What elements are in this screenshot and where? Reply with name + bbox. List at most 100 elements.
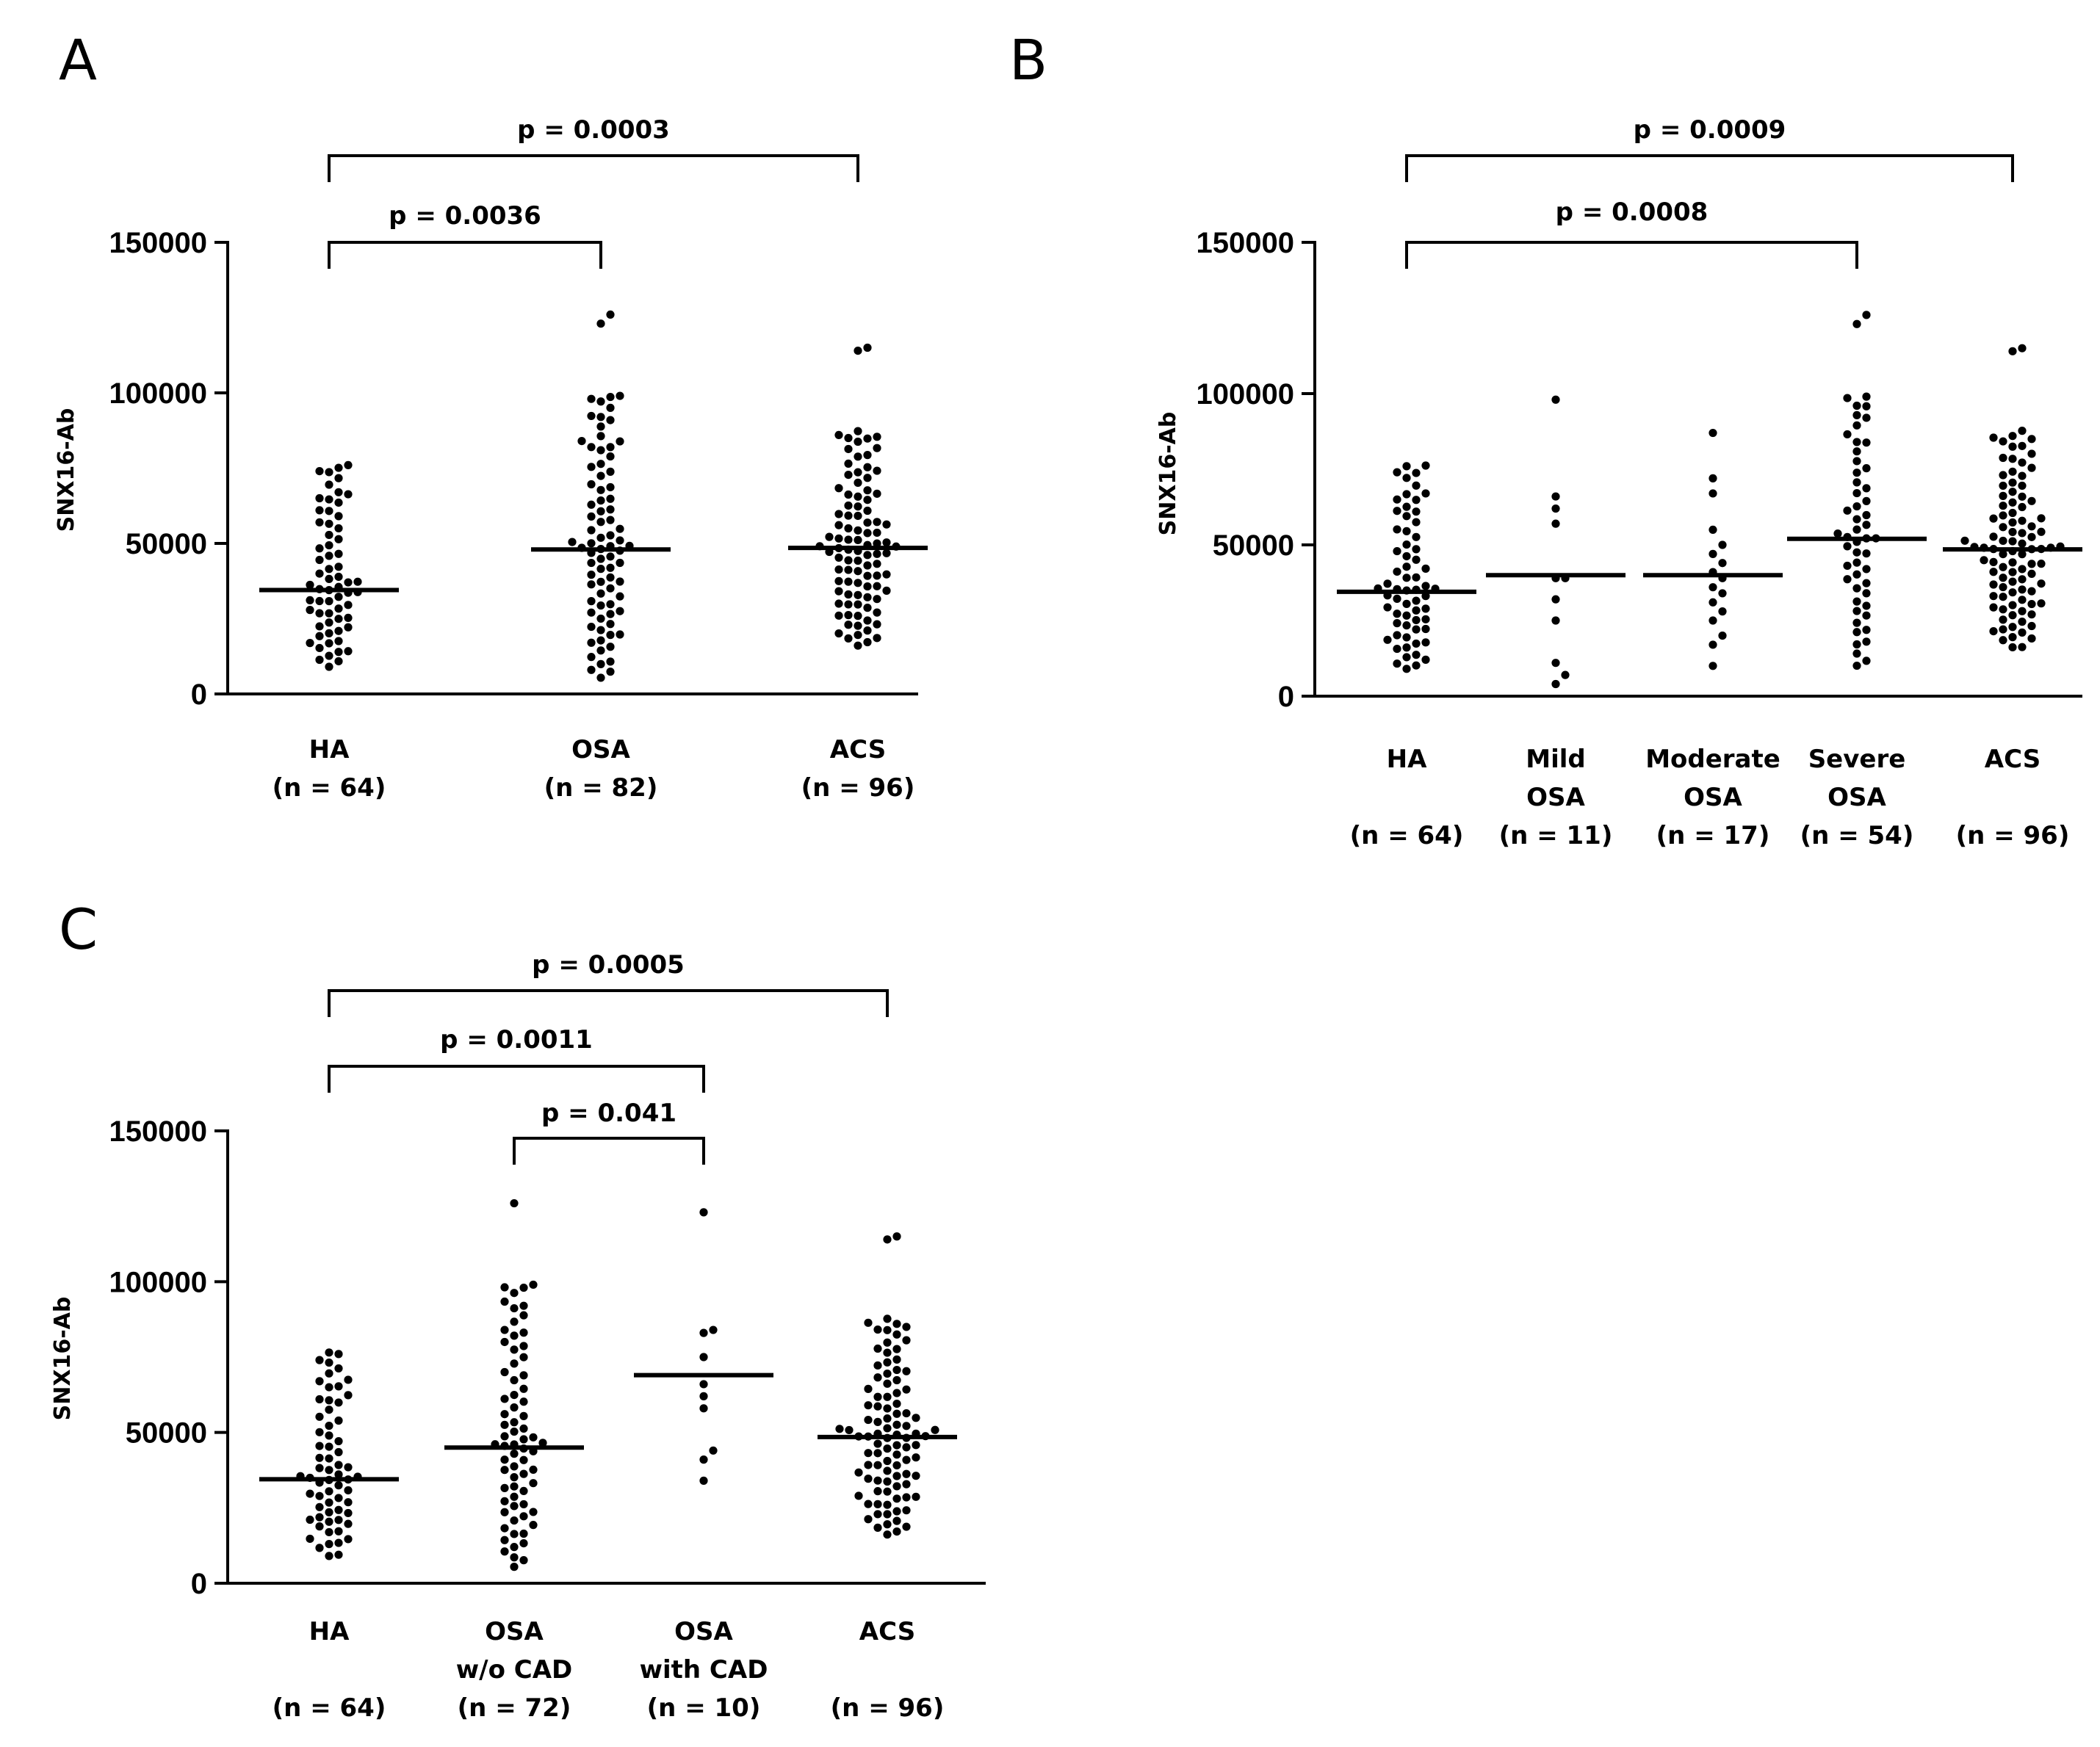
data-point	[2008, 623, 2017, 632]
group-label: Mild	[1526, 745, 1585, 774]
data-point	[315, 506, 324, 515]
data-point	[1421, 461, 1430, 470]
data-point	[2037, 527, 2046, 536]
data-point	[1999, 481, 2007, 491]
data-point	[1718, 607, 1727, 616]
data-point	[325, 609, 333, 618]
data-point	[1852, 319, 1861, 328]
data-point	[854, 1491, 863, 1500]
data-point	[883, 1379, 892, 1388]
data-point	[2018, 607, 2027, 615]
data-point	[325, 1442, 333, 1451]
data-point	[334, 657, 343, 666]
y-tick-label: 100000	[1197, 378, 1294, 410]
data-point	[306, 596, 314, 605]
data-point	[306, 639, 314, 648]
data-point	[616, 577, 624, 586]
data-point	[325, 1358, 333, 1367]
data-point	[2027, 449, 2036, 458]
data-point	[854, 567, 862, 576]
group-label: (n = 64)	[1350, 821, 1464, 850]
p-value-label: p = 0.0003	[517, 115, 670, 145]
data-point	[1989, 433, 1998, 442]
data-point	[529, 1433, 538, 1442]
data-point	[2008, 601, 2017, 610]
data-point	[2018, 628, 2027, 637]
data-point	[883, 1369, 892, 1378]
data-point	[344, 1463, 353, 1472]
data-point	[912, 1414, 920, 1422]
data-point	[902, 1422, 911, 1430]
data-point	[519, 1455, 528, 1464]
data-point	[334, 1505, 343, 1514]
data-point	[1551, 395, 1560, 404]
data-point	[344, 1508, 353, 1518]
data-point	[902, 1367, 911, 1375]
data-point	[873, 1487, 882, 1496]
panel-letter-c: C	[59, 897, 98, 962]
data-point	[902, 1385, 911, 1394]
data-point	[1852, 640, 1861, 649]
data-point	[845, 1425, 854, 1435]
data-point	[587, 394, 596, 403]
data-point	[1708, 525, 1717, 535]
data-point	[606, 657, 615, 666]
data-point	[892, 1355, 901, 1364]
data-point	[315, 493, 324, 503]
data-point	[1412, 596, 1421, 605]
data-point	[315, 569, 324, 578]
data-point	[892, 1450, 901, 1459]
data-point	[863, 604, 872, 612]
data-point	[1412, 606, 1421, 615]
data-point	[892, 1409, 901, 1418]
data-point	[1551, 504, 1560, 513]
y-tick-label: 150000	[1197, 227, 1294, 259]
data-point	[2027, 587, 2036, 596]
data-point	[519, 1283, 528, 1292]
data-point	[1412, 518, 1421, 527]
data-point	[606, 494, 615, 503]
data-point	[587, 411, 596, 421]
data-point	[892, 1482, 901, 1491]
p-value-label: p = 0.0036	[389, 201, 541, 231]
data-point	[873, 539, 881, 548]
data-point	[1402, 611, 1411, 620]
data-point	[1393, 567, 1401, 576]
data-point	[587, 558, 596, 568]
data-point	[873, 595, 881, 604]
data-point	[519, 1371, 528, 1380]
data-point	[834, 534, 843, 543]
data-point	[529, 1508, 538, 1516]
data-point	[1421, 638, 1430, 647]
data-point	[1412, 481, 1421, 490]
data-point	[892, 1375, 901, 1385]
data-point	[315, 622, 324, 631]
data-point	[1862, 589, 1871, 598]
data-point	[2037, 514, 2046, 523]
data-point	[844, 565, 853, 574]
data-point	[334, 615, 343, 623]
group-label: ACS	[830, 735, 886, 764]
data-point	[1412, 545, 1421, 554]
data-point	[306, 1489, 314, 1498]
data-point	[325, 1431, 333, 1440]
data-point	[873, 549, 881, 558]
data-point	[500, 1410, 509, 1419]
data-point	[510, 1289, 519, 1298]
data-point	[1551, 679, 1560, 689]
data-point	[1862, 438, 1871, 447]
data-point	[315, 643, 324, 653]
data-point	[2008, 611, 2017, 620]
data-point	[892, 1420, 901, 1429]
data-point	[325, 1396, 333, 1405]
data-point	[854, 511, 862, 521]
data-point	[325, 1517, 333, 1526]
data-point	[892, 1494, 901, 1503]
data-point	[1852, 618, 1861, 627]
data-point	[1999, 593, 2007, 601]
data-point	[2008, 588, 2017, 597]
data-point	[510, 1450, 519, 1458]
data-point	[519, 1538, 528, 1548]
data-point	[883, 1348, 892, 1357]
group-label: w/o CAD	[456, 1655, 573, 1685]
